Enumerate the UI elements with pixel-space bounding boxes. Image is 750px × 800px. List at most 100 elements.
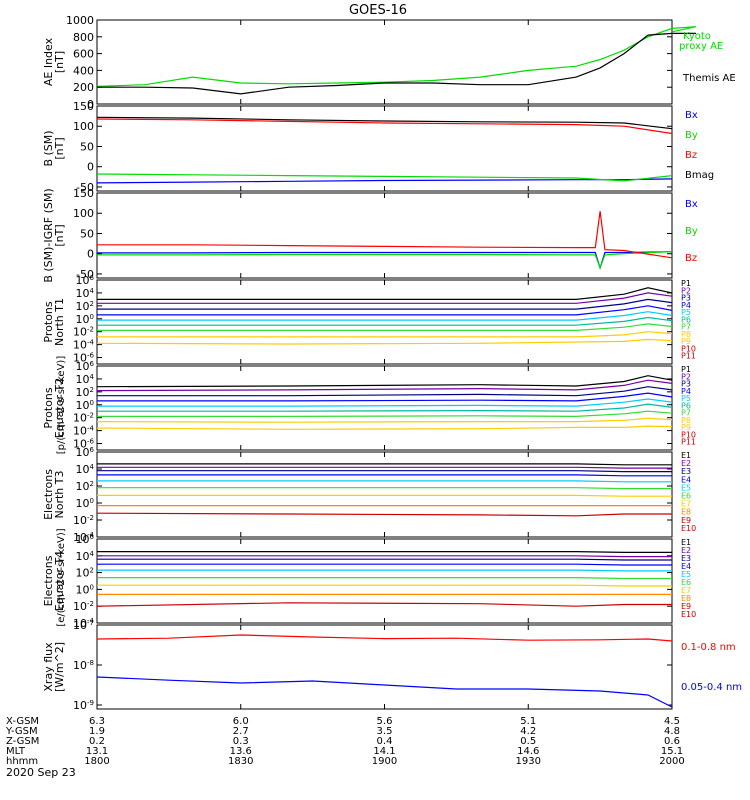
xaxis-row-value: 13.1: [86, 746, 108, 757]
bsm-ylabel: B (SM)[nT]: [42, 130, 66, 166]
bigrf-ytick-label: 100: [73, 207, 94, 220]
xaxis-row-value: 6.3: [89, 716, 105, 727]
xray-ylabel: Xray flux[W/m^2]: [42, 642, 66, 692]
bigrf-legend-bx: Bx: [685, 199, 698, 210]
ee-legend-e4: E4: [681, 562, 691, 571]
ae-legend-proxy: proxy AE: [679, 41, 723, 52]
pn-legend-p7: P7: [681, 323, 691, 332]
en-series-e9: [96, 512, 672, 517]
pn-legend-p8: P8: [681, 330, 691, 339]
ee-ytick-label: 104: [76, 550, 95, 563]
shared-units: [p/(cm^2-s-sr-keV)] [e/(cm^2-s-sr-keV)]: [56, 356, 67, 627]
ee-legend-e8: E8: [681, 594, 691, 603]
xaxis-row-value: 4.2: [520, 726, 536, 737]
en-ytick-label: 104: [76, 463, 95, 476]
pe-legend-p11: P11: [681, 438, 696, 447]
pe-series-p2: [96, 379, 673, 392]
pn-series-p4: [97, 305, 673, 316]
xaxis-row-value: 5.1: [520, 716, 536, 727]
ee-legend-e3: E3: [681, 554, 691, 563]
ee-ytick-label: 100: [76, 583, 94, 596]
pe-legend-p7: P7: [681, 409, 691, 418]
ee-legend-e5: E5: [681, 570, 691, 579]
ae-ylabel: AE Index[nT]: [42, 37, 66, 86]
bsm-ytick-label: 0: [87, 161, 94, 174]
bsm-series-bmag: [96, 116, 673, 130]
xaxis-row-value: 0.3: [233, 736, 249, 747]
pe-series-p7: [97, 410, 673, 418]
xaxis-row-value: 1.9: [89, 726, 105, 737]
xaxis-row-label: MLT: [6, 746, 26, 757]
ee-series-e7: [97, 584, 672, 587]
ee-ylabel: ElectronsEquator T4: [42, 551, 66, 611]
en-ytick-label: 10-2: [73, 514, 94, 527]
bigrf-frame: [96, 192, 673, 279]
pn-ytick-label: 10-4: [73, 339, 95, 352]
ee-legend-e10: E10: [681, 610, 696, 619]
pn-legend-p1: P1: [681, 279, 691, 288]
xaxis-row-value: 0.2: [89, 736, 105, 747]
xray-ytick-label: 10-8: [73, 659, 94, 672]
bigrf-ytick-label: 150: [73, 187, 94, 200]
ee-series-e9: [96, 602, 672, 607]
pe-series-p3: [97, 386, 673, 397]
bigrf-ylabel: B (SM)-IGRF (SM)[nT]: [42, 188, 66, 282]
pn-series-p5: [97, 311, 673, 321]
pn-ytick-label: 100: [76, 313, 94, 326]
pn-series-p1: [97, 287, 673, 300]
pe-ytick-label: 104: [76, 373, 95, 386]
en-legend-e7: E7: [681, 500, 691, 509]
pe-ytick-label: 106: [76, 360, 95, 373]
ae-series-themis-ae: [97, 32, 696, 95]
figure-title: GOES-16: [349, 3, 407, 18]
ae-frame: [96, 19, 673, 105]
bigrf-legend-by: By: [685, 226, 698, 237]
bsm-panel: -50 0 50 100 150 B (SM)[nT]: [42, 100, 673, 194]
xaxis-row-value: 14.6: [517, 746, 539, 757]
en-legend-e4: E4: [681, 475, 691, 484]
xaxis-row-value: 4.5: [664, 716, 680, 727]
xaxis-row-value: 1830: [228, 756, 253, 767]
xaxis-row-value: 5.6: [377, 716, 393, 727]
pe-ytick-label: 10-4: [73, 425, 95, 438]
xaxis-row-label: X-GSM: [6, 716, 39, 727]
xaxis-row-value: 13.6: [230, 746, 252, 757]
pe-legend-p8: P8: [681, 416, 691, 425]
pn-series-p2: [97, 292, 673, 304]
ae-series-kyoto-proxy-ae: [96, 26, 697, 87]
xray-panel: 10-7 10-8 10-9 Xray flux[W/m^2] 0.1-0.8 nm 0.…: [42, 619, 742, 712]
xaxis-row-value: 4.8: [664, 726, 680, 737]
ee-legend-e2: E2: [681, 546, 691, 555]
en-series-e4: [97, 474, 672, 477]
xaxis-row-value: 2000: [659, 756, 684, 767]
bigrf-ytick-label: 50: [80, 227, 94, 240]
xaxis-row-value: 3.5: [377, 726, 393, 737]
bsm-legend-bx: Bx: [685, 110, 698, 121]
pe-frame: [96, 365, 673, 451]
ee-series-e4: [97, 563, 672, 566]
en-series-e2: [97, 466, 672, 469]
pe-ytick-label: 102: [76, 386, 94, 399]
date-label: 2020 Sep 23: [6, 766, 76, 779]
bsm-ytick-label: 100: [73, 120, 94, 133]
en-legend-e6: E6: [681, 492, 691, 501]
en-ytick-label: 106: [76, 446, 95, 459]
ae-ytick-label: 200: [73, 81, 94, 94]
ee-legend-e7: E7: [681, 586, 691, 595]
bsm-ytick-label: 150: [73, 100, 94, 113]
ee-legend-e9: E9: [681, 602, 691, 611]
xaxis-row-label: Y-GSM: [5, 726, 38, 737]
xaxis-row-label: Z-GSM: [6, 736, 39, 747]
en-ylabel: ElectronsNorth T3: [42, 469, 66, 520]
ee-ytick-label: 102: [76, 567, 94, 580]
pe-series-p4: [97, 392, 673, 402]
ee-series-e1: [97, 550, 672, 554]
bsm-series-bz: [96, 118, 673, 135]
pn-ytick-label: 104: [76, 287, 95, 300]
ae-ytick-label: 1000: [66, 14, 94, 27]
pe-legend-p3: P3: [681, 380, 691, 389]
xaxis-row-value: 0.5: [520, 736, 536, 747]
